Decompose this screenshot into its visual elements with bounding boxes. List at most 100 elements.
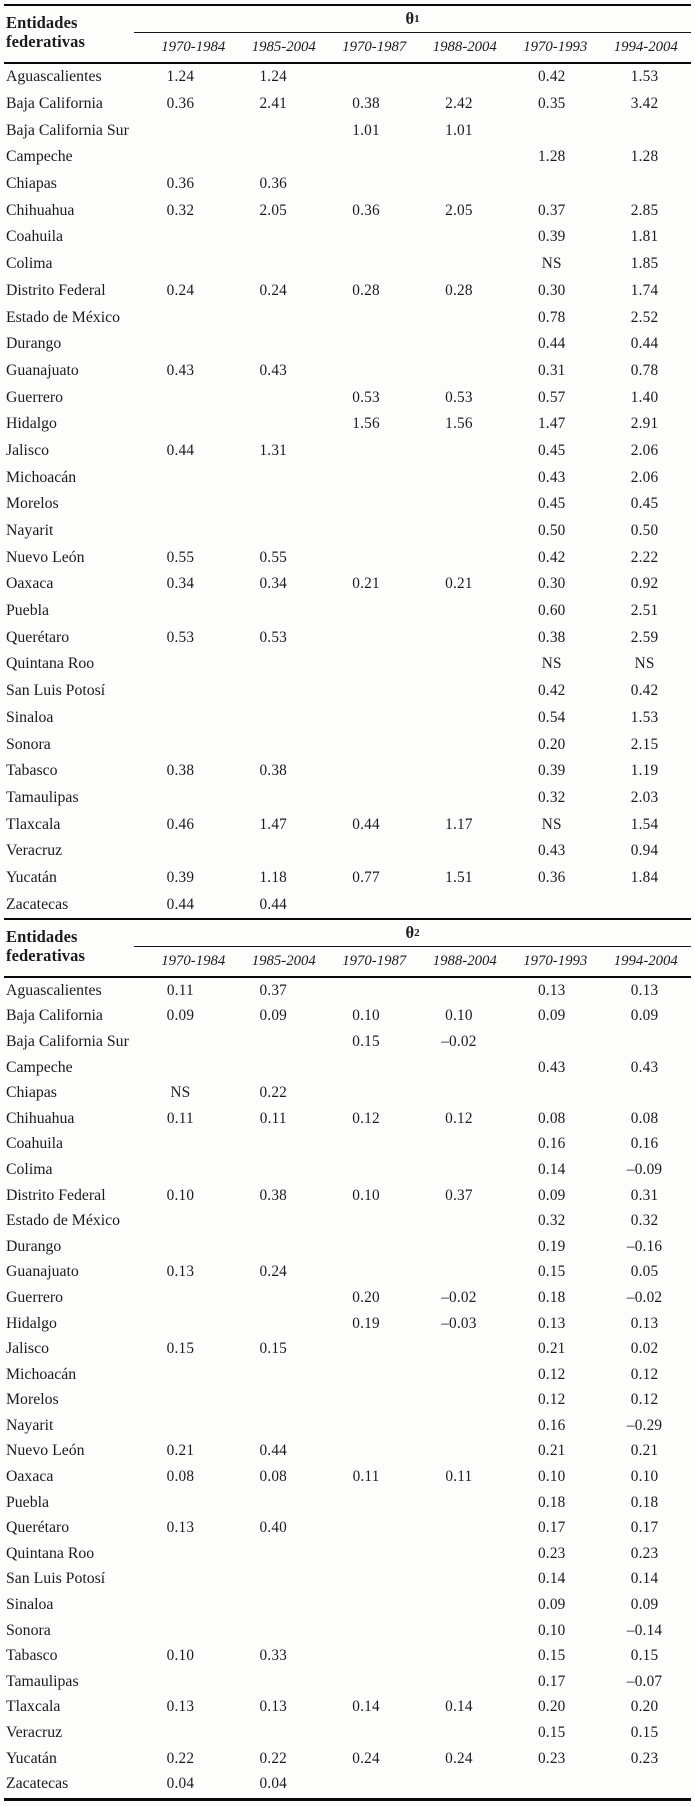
- cell-value: NS: [634, 655, 655, 673]
- cell-value: 0.17: [537, 1672, 566, 1690]
- cell-value: 0.45: [537, 441, 566, 459]
- cell-value: 0.13: [166, 1263, 195, 1281]
- cell-value: 0.44: [166, 441, 195, 459]
- entity-name: Sinaloa: [6, 1596, 54, 1614]
- entity-name: Aguascalientes: [6, 68, 102, 86]
- table-row: Guerrero 0.20 –0.02 0.18 –0.02: [4, 1285, 691, 1311]
- cell-value: 0.44: [630, 335, 659, 353]
- entity-name: San Luis Potosí: [6, 1570, 106, 1588]
- table-row: Distrito Federal 0.24 0.24 0.28 0.28 0.30 1.74: [4, 278, 691, 305]
- cell-value: NS: [541, 255, 562, 273]
- cell-value: 0.13: [630, 1314, 659, 1332]
- cell-value: 0.11: [445, 1468, 473, 1486]
- entity-name: Morelos: [6, 1391, 59, 1409]
- row-header-line2: federativas: [6, 32, 85, 52]
- cell-value: 0.15: [537, 1263, 566, 1281]
- cell-value: 0.24: [352, 1749, 380, 1767]
- cell-value: 0.36: [259, 175, 288, 193]
- entity-name: Puebla: [6, 1493, 49, 1511]
- cell-value: 0.19: [537, 1237, 566, 1255]
- cell-value: 0.36: [166, 175, 195, 193]
- cell-value: 0.38: [352, 95, 380, 113]
- cell-value: 0.19: [352, 1314, 380, 1332]
- entity-name: Veracruz: [6, 842, 63, 860]
- entity-name: Zacatecas: [6, 895, 69, 913]
- cell-value: 0.10: [445, 1007, 473, 1025]
- cell-value: 1.31: [259, 441, 288, 459]
- cell-value: 0.46: [166, 815, 195, 833]
- cell-value: 0.36: [166, 95, 195, 113]
- cell-value: 0.20: [630, 1698, 659, 1716]
- cell-value: 1.18: [259, 868, 288, 886]
- cell-value: 0.09: [166, 1007, 195, 1025]
- table-bottom-rule: [4, 1798, 691, 1801]
- cell-value: 0.22: [259, 1749, 288, 1767]
- cell-value: 0.10: [630, 1468, 659, 1486]
- entity-name: Campeche: [6, 1058, 73, 1076]
- cell-value: 0.16: [630, 1135, 659, 1153]
- cell-value: 0.53: [166, 628, 195, 646]
- cell-value: 0.39: [166, 868, 195, 886]
- cell-value: 0.14: [537, 1570, 566, 1588]
- cell-value: 0.77: [352, 868, 380, 886]
- cell-value: –0.03: [441, 1314, 477, 1332]
- cell-value: 0.60: [537, 602, 566, 620]
- cell-value: 0.21: [445, 575, 473, 593]
- cell-value: 0.11: [352, 1468, 380, 1486]
- entity-name: Jalisco: [6, 441, 49, 459]
- cell-value: 0.04: [166, 1775, 195, 1793]
- cell-value: 0.09: [630, 1596, 659, 1614]
- cell-value: 0.21: [352, 575, 380, 593]
- cell-value: 0.16: [537, 1416, 566, 1434]
- cell-value: 0.40: [259, 1519, 288, 1537]
- cell-value: 0.23: [537, 1544, 566, 1562]
- entity-name: Chihuahua: [6, 1109, 75, 1127]
- cell-value: 2.41: [259, 95, 288, 113]
- theta-symbol: θ: [405, 923, 415, 942]
- cell-value: 0.08: [166, 1468, 195, 1486]
- entity-name: Colima: [6, 255, 53, 273]
- cell-value: 0.09: [259, 1007, 288, 1025]
- cell-value: 0.23: [537, 1749, 566, 1767]
- cell-value: –0.29: [626, 1416, 663, 1434]
- cell-value: 0.30: [537, 281, 566, 299]
- entity-name: Nayarit: [6, 1416, 54, 1434]
- table-row: Hidalgo 0.19 –0.03 0.13 0.13: [4, 1311, 691, 1337]
- column-header-period-2: 1985-2004: [251, 39, 316, 55]
- table-row: Yucatán 0.39 1.18 0.77 1.51 0.36 1.84: [4, 865, 691, 892]
- column-header-period-3: 1970-1987: [342, 39, 407, 55]
- cell-value: 0.42: [537, 682, 566, 700]
- column-header-period-2: 1985-2004: [251, 953, 316, 969]
- table-row: Coahuila 0.39 1.81: [4, 224, 691, 251]
- entity-name: Hidalgo: [6, 415, 57, 433]
- theta1-table-body: Aguascalientes 1.24 1.24 0.42 1.53 Baja Calif…: [4, 64, 691, 918]
- cell-value: 1.53: [630, 708, 659, 726]
- table-row: Oaxaca 0.08 0.08 0.11 0.11 0.10 0.10: [4, 1464, 691, 1490]
- cell-value: 0.53: [259, 628, 288, 646]
- entity-name: Nuevo León: [6, 548, 85, 566]
- cell-value: 0.08: [259, 1468, 288, 1486]
- cell-value: 0.92: [630, 575, 659, 593]
- table-row: Baja California Sur 1.01 1.01: [4, 117, 691, 144]
- column-header-period-1: 1970-1984: [161, 39, 226, 55]
- entity-name: Tlaxcala: [6, 1698, 61, 1716]
- table-row: Aguascalientes 0.11 0.37 0.13 0.13: [4, 978, 691, 1004]
- table-row: Baja California 0.09 0.09 0.10 0.10 0.09 0.09: [4, 1004, 691, 1030]
- cell-value: 1.56: [445, 415, 473, 433]
- cell-value: 0.10: [166, 1647, 195, 1665]
- cell-value: 0.15: [259, 1340, 288, 1358]
- theta2-table-body: Aguascalientes 0.11 0.37 0.13 0.13 Baja Calif…: [4, 978, 691, 1797]
- table-row: Distrito Federal 0.10 0.38 0.10 0.37 0.09 0.31: [4, 1183, 691, 1209]
- cell-value: 0.13: [166, 1698, 195, 1716]
- entity-name: Guerrero: [6, 1288, 64, 1306]
- cell-value: 0.32: [537, 788, 566, 806]
- cell-value: 0.13: [166, 1519, 195, 1537]
- cell-value: 0.17: [630, 1519, 659, 1537]
- cell-value: 0.94: [630, 842, 659, 860]
- cell-value: 0.39: [537, 228, 566, 246]
- cell-value: –0.09: [626, 1160, 663, 1178]
